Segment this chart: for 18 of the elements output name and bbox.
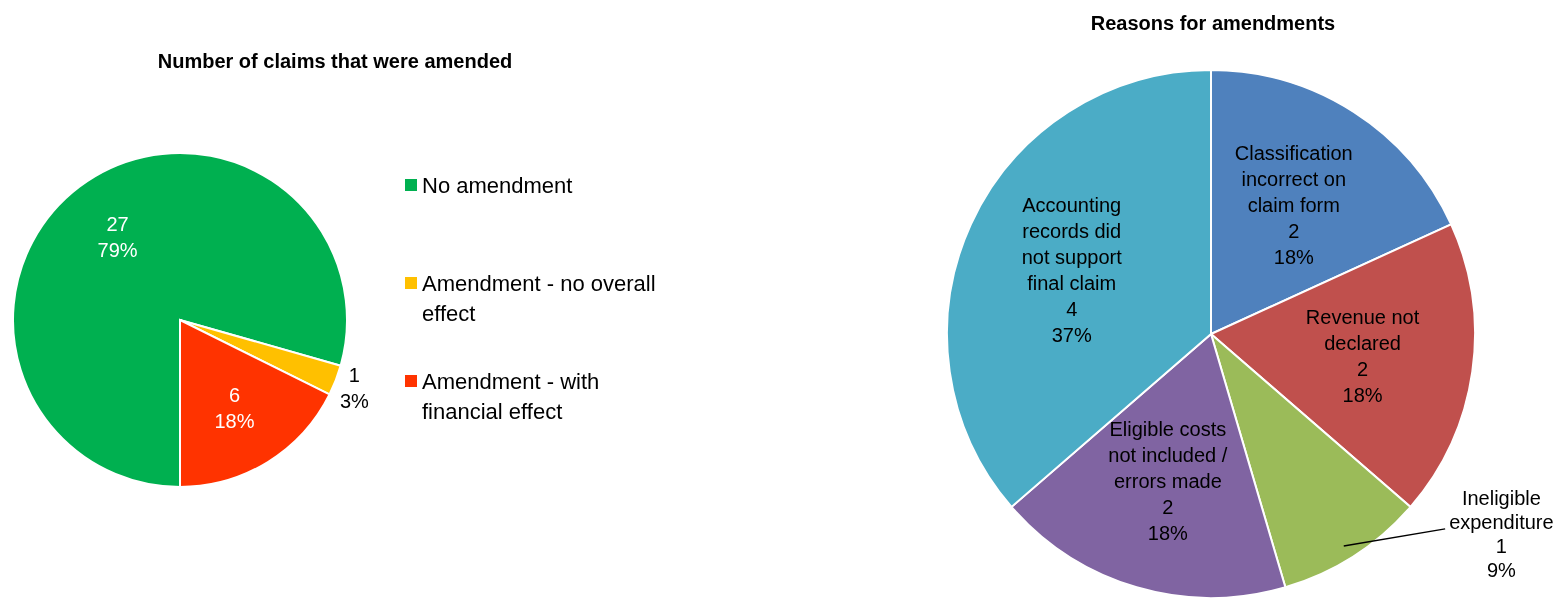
data-label: 1 9% <box>1486 534 1517 581</box>
slice-label: Revenue not declared <box>1305 305 1420 354</box>
slice-label: Accounting records did not support final claim <box>1021 194 1123 295</box>
data-label: 2 18% <box>1273 220 1315 269</box>
data-label: 1 3% <box>339 363 370 412</box>
legend-label: Amendment - with financial effect <box>422 368 600 424</box>
slice-label: Ineligible expenditure <box>1449 486 1554 533</box>
slice-label: Eligible costs not included / errors made <box>1108 417 1228 492</box>
chart-title: Number of claims that were amended <box>157 50 513 72</box>
data-label: 27 79% <box>97 213 138 262</box>
data-label: 2 18% <box>1342 357 1383 406</box>
data-label: 4 37% <box>1051 298 1092 347</box>
legend-label: Amendment - no overall effect <box>422 270 656 326</box>
data-label: 6 18% <box>214 384 255 433</box>
data-label: 2 18% <box>1147 495 1189 544</box>
chart-title: Reasons for amendments <box>1090 12 1336 34</box>
slice-label: Classification incorrect on claim form <box>1234 142 1353 217</box>
legend-label: No amendment <box>422 172 573 198</box>
